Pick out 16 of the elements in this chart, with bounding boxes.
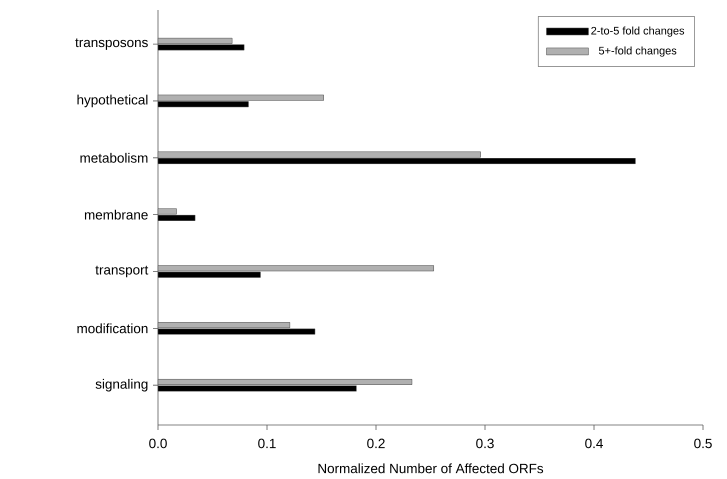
y-tick-label: modification bbox=[77, 323, 148, 334]
x-tick-label: 0.4 bbox=[585, 438, 603, 448]
legend-label: 5+-fold changes bbox=[598, 46, 676, 57]
y-tick-label: membrane bbox=[84, 210, 148, 220]
x-tick-label: 0.3 bbox=[476, 438, 494, 448]
legend-label: 2-to-5 fold changes bbox=[591, 26, 684, 37]
y-tick-label: metabolism bbox=[80, 152, 148, 163]
x-tick-label: 0.2 bbox=[367, 438, 385, 448]
y-tick-label: transposons bbox=[75, 38, 148, 50]
y-tick-label: hypothetical bbox=[77, 94, 148, 108]
x-tick-label: 0.1 bbox=[258, 438, 276, 448]
y-tick-label: signaling bbox=[96, 378, 148, 392]
x-tick-label: 0.5 bbox=[694, 438, 712, 448]
x-tick-label: 0.0 bbox=[149, 438, 167, 448]
y-tick-label: transport bbox=[95, 266, 148, 278]
x-axis-title: Normalized Number of Affected ORFs bbox=[318, 463, 544, 474]
